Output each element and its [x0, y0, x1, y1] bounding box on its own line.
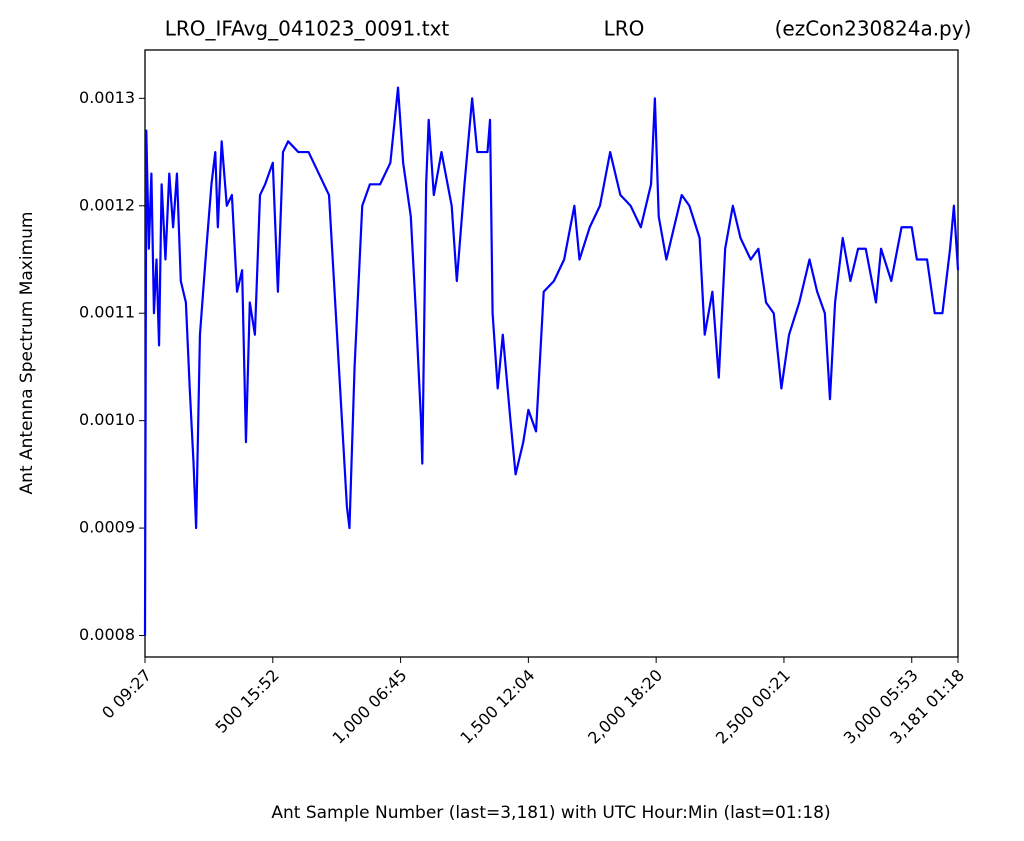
y-tick-label: 0.0012	[79, 195, 135, 214]
plot-frame	[144, 49, 959, 658]
y-tick-label: 0.0013	[79, 88, 135, 107]
x-tick-label: 1,000 06:45	[329, 666, 411, 748]
chart-title: LRO	[604, 17, 645, 41]
x-tick-label: 0 09:27	[98, 666, 155, 723]
y-axis-label: Ant Antenna Spectrum Maximum	[17, 212, 37, 495]
y-tick-label: 0.0010	[79, 410, 135, 429]
x-tick-label: 2,500 00:21	[712, 666, 794, 748]
x-tick-label: 1,500 12:04	[456, 666, 538, 748]
x-tick-label: 500 15:52	[212, 666, 283, 737]
x-tick-label: 2,000 18:20	[584, 666, 666, 748]
chart-title: (ezCon230824a.py)	[775, 17, 972, 41]
y-tick-label: 0.0011	[79, 303, 135, 322]
y-tick-label: 0.0008	[79, 625, 135, 644]
chart-title: LRO_IFAvg_041023_0091.txt	[165, 17, 450, 41]
y-tick-label: 0.0009	[79, 518, 135, 537]
data-line	[143, 86, 960, 636]
x-axis-label: Ant Sample Number (last=3,181) with UTC …	[271, 803, 830, 823]
